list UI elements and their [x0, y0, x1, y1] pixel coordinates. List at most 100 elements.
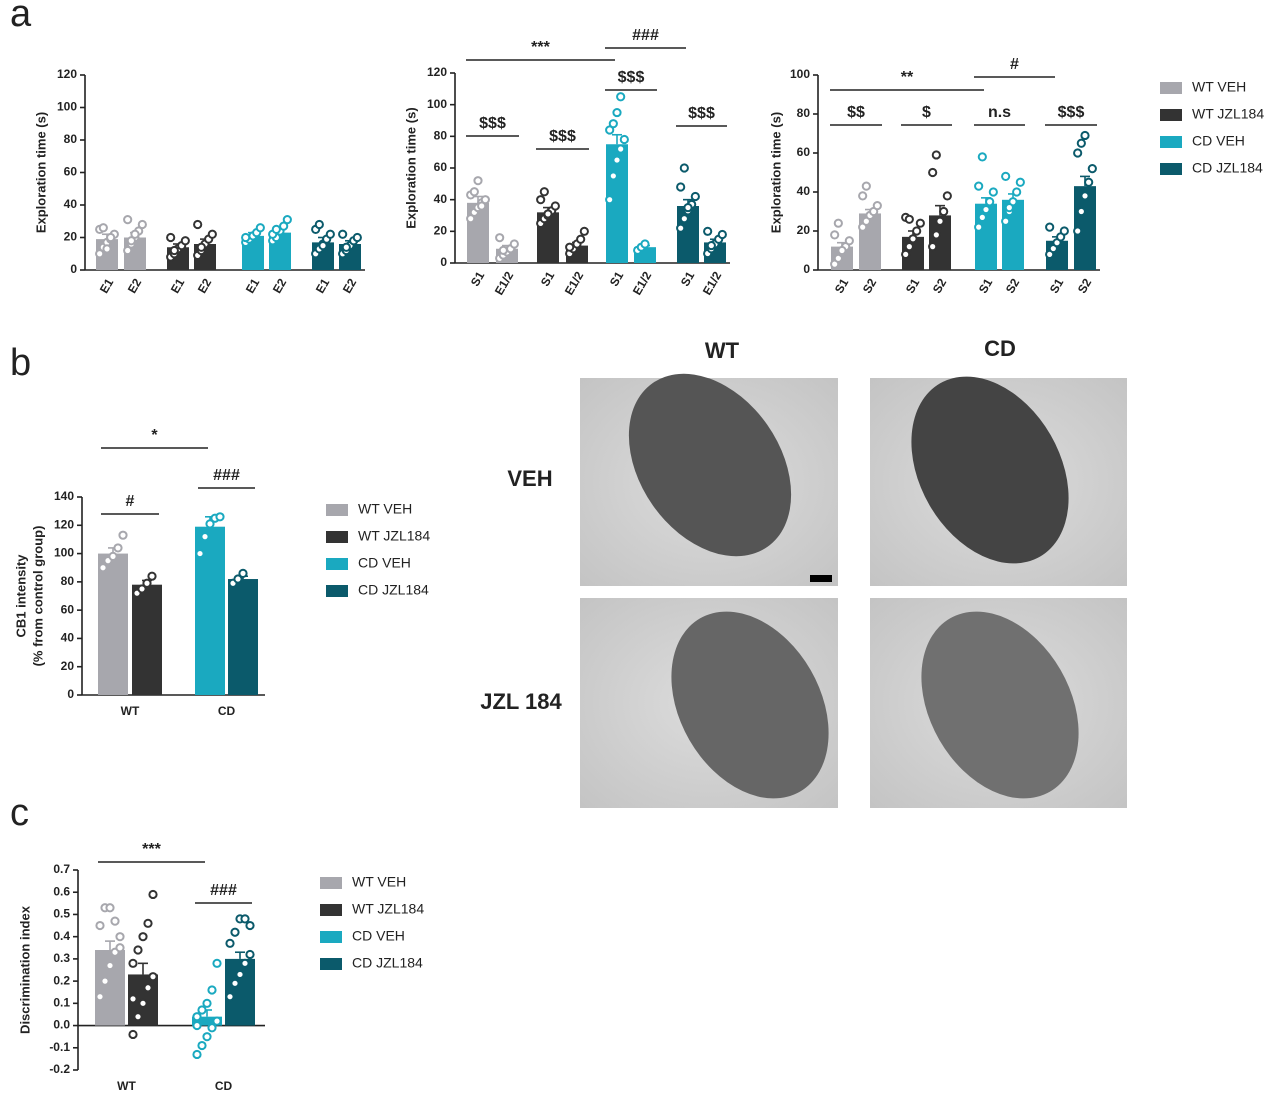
micrographs — [580, 373, 1127, 808]
data-point — [690, 191, 700, 202]
data-point — [352, 232, 362, 243]
significance-label: ** — [901, 69, 914, 86]
legend-label: CD JZL184 — [1192, 160, 1263, 176]
legend-label: WT VEH — [352, 874, 406, 890]
x-tick-label: E1/2 — [492, 269, 517, 298]
data-point — [123, 215, 133, 225]
y-tick-label: 120 — [54, 517, 74, 531]
data-point — [679, 214, 689, 224]
data-point — [205, 519, 215, 529]
legend-swatch — [320, 877, 342, 889]
significance-label: $ — [922, 104, 931, 121]
data-point — [318, 241, 328, 251]
data-point — [138, 998, 148, 1008]
y-axis-label: Exploration time (s) — [768, 112, 783, 233]
data-point — [230, 978, 240, 988]
data-point — [143, 918, 153, 928]
data-point — [939, 206, 949, 217]
data-point — [180, 236, 190, 246]
significance-label: n.s — [988, 104, 1011, 121]
bar — [1074, 186, 1096, 270]
x-tick-label: S2 — [1003, 276, 1023, 296]
y-tick-label: 0 — [803, 262, 810, 276]
data-point — [197, 1005, 207, 1015]
data-point — [928, 167, 938, 178]
scale-bar — [810, 575, 832, 582]
data-point — [200, 532, 210, 542]
panel-label: a — [10, 0, 32, 35]
bar — [929, 215, 951, 270]
data-point — [110, 916, 120, 926]
data-point — [1012, 187, 1022, 197]
bar — [192, 1016, 222, 1026]
y-tick-label: -0.2 — [49, 1062, 70, 1076]
nucleus — [671, 611, 829, 799]
legend-swatch — [1160, 109, 1182, 121]
x-tick-label: E1 — [97, 276, 117, 296]
data-point — [1001, 171, 1011, 181]
y-tick-label: 0 — [67, 687, 74, 701]
data-point — [207, 985, 217, 995]
x-tick-label: S2 — [860, 276, 880, 296]
y-tick-label: 0.7 — [53, 862, 70, 876]
data-point — [717, 229, 727, 240]
y-tick-label: 80 — [61, 574, 75, 588]
data-point — [115, 943, 125, 953]
legend-label: CD JZL184 — [358, 582, 429, 598]
data-point — [105, 960, 115, 971]
data-point — [1087, 164, 1097, 174]
data-point — [676, 182, 686, 192]
data-point — [605, 195, 615, 205]
data-point — [128, 958, 138, 968]
y-tick-label: 0.4 — [53, 929, 70, 943]
nucleus — [628, 373, 792, 557]
y-tick-label: 60 — [434, 160, 448, 174]
data-point — [981, 204, 991, 215]
x-tick-label: E1/2 — [630, 269, 655, 298]
data-point — [100, 976, 110, 986]
legend-label: CD VEH — [352, 928, 405, 944]
legend-label: WT JZL184 — [358, 528, 430, 544]
image-row-label: VEH — [507, 466, 552, 491]
legend-swatch — [1160, 136, 1182, 148]
data-point — [1080, 130, 1090, 141]
y-tick-label: 0.3 — [53, 951, 70, 965]
x-tick-label: E1 — [313, 276, 333, 296]
data-point — [861, 181, 871, 191]
data-point — [98, 223, 108, 233]
x-tick-label: WT — [117, 1079, 136, 1093]
data-point — [908, 234, 918, 244]
data-point — [240, 958, 250, 968]
legend-swatch — [326, 504, 348, 516]
data-point — [115, 932, 125, 942]
data-point — [1073, 226, 1083, 236]
y-tick-label: 0.2 — [53, 973, 70, 987]
y-tick-label: 20 — [64, 230, 78, 244]
panel-label: c — [10, 792, 29, 834]
data-point — [576, 234, 586, 244]
y-tick-label: 20 — [61, 659, 75, 673]
data-point — [509, 239, 519, 249]
y-tick-label: 80 — [797, 106, 811, 120]
legend-swatch — [320, 958, 342, 970]
data-point — [616, 92, 626, 102]
data-point — [1045, 222, 1055, 232]
data-point — [225, 938, 235, 948]
data-point — [928, 242, 938, 252]
y-tick-label: 80 — [64, 132, 78, 146]
x-tick-label: S2 — [1075, 276, 1095, 296]
data-point — [113, 543, 123, 553]
significance-label: # — [126, 493, 135, 510]
legend-swatch — [326, 585, 348, 597]
x-tick-label: E1 — [168, 276, 188, 296]
significance-label: $$$ — [479, 115, 506, 132]
data-point — [931, 230, 941, 240]
y-axis-label: Exploration time (s) — [33, 112, 48, 233]
y-tick-label: 60 — [797, 145, 811, 159]
data-point — [192, 1012, 202, 1022]
y-tick-label: 0 — [70, 262, 77, 276]
data-point — [550, 201, 560, 211]
y-tick-label: 20 — [434, 224, 448, 238]
x-tick-label: E2 — [125, 276, 145, 296]
data-point — [1080, 191, 1090, 201]
